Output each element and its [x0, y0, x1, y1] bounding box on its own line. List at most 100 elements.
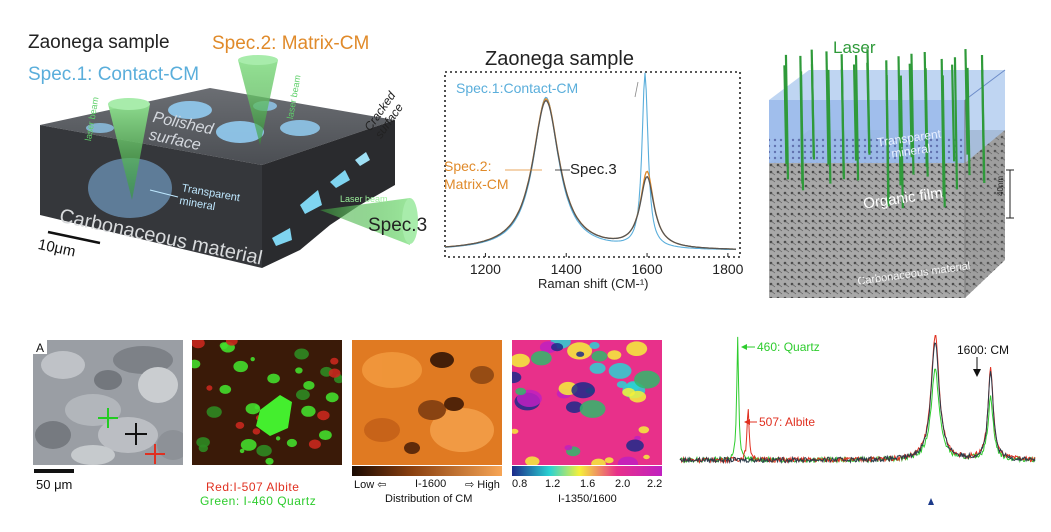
laser-rod — [899, 75, 904, 209]
ratio-spot — [634, 435, 641, 441]
laser-rod — [852, 64, 858, 161]
cm-caption: Distribution of CM — [385, 493, 473, 505]
laser-rod — [825, 51, 830, 165]
raman-xlabel: Raman shift (CM-¹) — [538, 276, 649, 291]
ratio-spot — [515, 387, 527, 396]
map-spot — [256, 444, 272, 457]
map-spot — [295, 367, 303, 374]
laser-rod — [953, 57, 959, 190]
map-spot — [330, 357, 339, 365]
map-spot — [192, 340, 205, 349]
cm-distribution-map-art — [352, 340, 502, 465]
ratio-spot — [638, 426, 650, 434]
map-spot — [250, 357, 255, 362]
raman-tick-label-2: 1600 — [631, 261, 662, 277]
laser-beam-side-label: Laser beam — [340, 194, 388, 204]
laser-rod — [783, 65, 788, 165]
map-spot — [196, 437, 210, 448]
ratio-spot — [566, 401, 583, 413]
map-spot — [296, 389, 310, 400]
ratio-spot — [604, 457, 614, 464]
block-diagram: Zaonega sample Spec.2: Matrix-CM Spec.1:… — [0, 0, 445, 300]
ratio-tick-2: 1.6 — [580, 478, 596, 490]
spectra-chart-svg — [679, 333, 1036, 505]
ratio-tick-3: 2.0 — [615, 478, 631, 490]
map-spot — [245, 403, 261, 415]
ratio-spot — [626, 439, 644, 452]
laser-rod — [827, 69, 832, 184]
ratio-map-art — [512, 340, 662, 465]
albite-peak-label: 507: Albite — [759, 415, 816, 429]
ratio-spot — [617, 456, 639, 465]
ratio-spot — [626, 341, 648, 356]
ratio-spot — [589, 362, 606, 374]
raman-series-2 — [444, 99, 736, 250]
ratio-spot — [512, 353, 530, 368]
block-diagram-art — [40, 55, 418, 268]
map-spot — [286, 438, 297, 448]
map-spot — [192, 359, 201, 369]
ratio-spot — [643, 454, 650, 460]
laser-rod — [924, 68, 929, 177]
map-spot — [225, 340, 238, 346]
laser-rod — [966, 67, 971, 176]
ratio-spot — [591, 458, 606, 465]
map-spot — [265, 457, 274, 465]
ratio-spot — [512, 371, 522, 384]
ratio-spot — [530, 351, 552, 366]
raman-tick-label-3: 1800 — [712, 261, 743, 277]
laser-rod — [951, 64, 956, 162]
quartz-peak-label: 460: Quartz — [757, 340, 820, 354]
cm-low-label: Low ⇦ — [354, 478, 386, 491]
spec2-label: Spec.2: Matrix-CM — [212, 33, 370, 54]
ratio-spot — [579, 400, 606, 418]
raman-tick-label-0: 1200 — [470, 261, 501, 277]
arrow-left-icon: ⇦ — [377, 479, 387, 491]
optical-scale-bar — [34, 469, 74, 473]
optical-image — [33, 340, 183, 465]
laser-rod — [941, 75, 946, 208]
map-spot — [294, 348, 309, 360]
film-diagram-art — [769, 49, 1014, 298]
ratio-spot — [591, 350, 608, 362]
cm-peak-label: 1600: CM — [957, 343, 1010, 357]
laser-rods — [783, 49, 986, 209]
map-spot — [206, 406, 222, 418]
raman-spec1-label: Spec.1:Contact-CM — [456, 80, 579, 96]
optical-image-panel — [33, 340, 183, 465]
laser-rod — [866, 62, 871, 154]
ratio-map — [512, 340, 662, 465]
cm-low-text: Low — [354, 479, 375, 491]
spec1-label: Spec.1: Contact-CM — [28, 64, 200, 85]
ratio-caption: I-1350/1600 — [558, 493, 617, 505]
raman-tick-label-1: 1400 — [551, 261, 582, 277]
map-spot — [317, 410, 330, 421]
map-spot — [303, 381, 315, 390]
caption-red: Red:I-507 Albite — [206, 480, 300, 494]
ratio-colorbar — [512, 466, 662, 476]
laser-cone-left — [108, 104, 150, 200]
ratio-spot — [564, 445, 573, 451]
raman-spec2-label-2: Matrix-CM — [444, 176, 509, 192]
ratio-tick-4: 2.2 — [647, 478, 663, 490]
ratio-tick-1: 1.2 — [545, 478, 561, 490]
raman-spec3-label: Spec.3 — [570, 161, 617, 178]
laser-rod — [897, 56, 902, 186]
map-spot — [233, 360, 248, 373]
map-spot — [198, 444, 208, 453]
cm-colorbar — [352, 466, 502, 476]
film-diagram: Laser Transparent mineral Organic film 4… — [755, 30, 1025, 305]
scale-bar-line — [47, 230, 101, 245]
laser-cone-mid — [238, 60, 278, 145]
map-spot — [235, 421, 245, 429]
map-spot — [275, 436, 281, 441]
film-laser-label: Laser — [833, 38, 876, 57]
ratio-spot — [525, 456, 540, 465]
ratio-spot — [607, 350, 622, 360]
laser-rod — [964, 49, 969, 155]
ratio-spot — [512, 428, 519, 434]
map-spot — [301, 405, 316, 417]
spec3-label-left: Spec.3 — [368, 215, 428, 236]
ratio-tick-0: 0.8 — [512, 478, 528, 490]
map-spot — [267, 373, 280, 384]
